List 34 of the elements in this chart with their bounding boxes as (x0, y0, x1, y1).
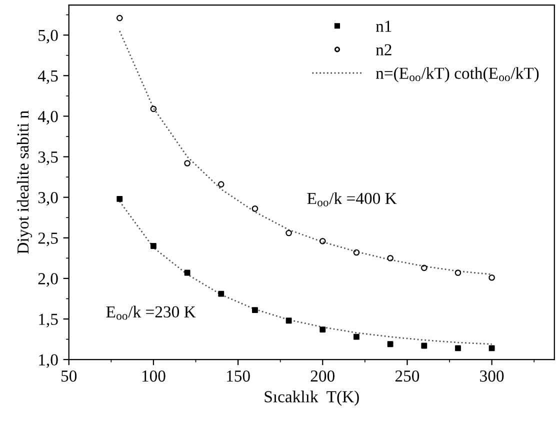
x-axis-title: Sıcaklık T(K) (264, 390, 359, 406)
point (421, 342, 428, 349)
point (354, 334, 360, 340)
point (184, 270, 190, 276)
annotation: E$_{oo}$/k =230 K (106, 306, 196, 320)
x-tick-label: 200 (310, 370, 334, 382)
point (488, 345, 495, 352)
point (218, 290, 224, 297)
point (286, 318, 292, 324)
legend-label: n2 (376, 44, 392, 56)
point (455, 345, 461, 352)
annotation: E$_{oo}$/k =400 K (307, 192, 397, 206)
y-tick-label: 3,5 (38, 152, 58, 166)
y-tick-label: 3,0 (38, 192, 58, 206)
y-tick-label: 1,5 (39, 314, 58, 328)
point (387, 341, 394, 348)
x-tick-label: 100 (142, 370, 166, 382)
point (116, 196, 123, 202)
x-tick-label: 300 (480, 370, 504, 382)
y-tick-label: 4,5 (38, 70, 58, 84)
legend-label: n=(E$_{oo}$/kT) coth(E$_{oo}$/kT) (376, 67, 539, 82)
y-tick-label: 1,0 (39, 354, 58, 368)
point (320, 326, 326, 332)
y-tick-label: 4,0 (38, 110, 58, 125)
x-tick-label: 50 (62, 370, 77, 382)
x-tick-label: 150 (227, 370, 250, 382)
y-tick-label: 2,0 (38, 273, 58, 287)
point (252, 307, 258, 314)
y-axis-title: Diyot idealite sabiti n (16, 110, 32, 254)
point (150, 243, 156, 249)
x-tick-label: 250 (395, 370, 420, 382)
y-tick-label: 2,5 (38, 232, 58, 246)
legend-label: n1 (376, 20, 392, 32)
y-tick-label: 5,0 (38, 30, 58, 44)
